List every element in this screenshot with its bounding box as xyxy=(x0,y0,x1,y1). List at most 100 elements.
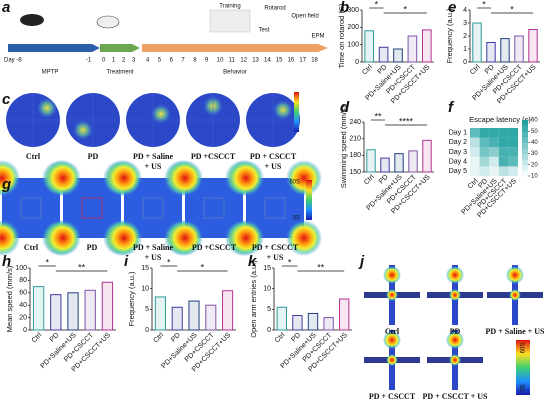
colorbar xyxy=(516,340,530,395)
panel-label: b xyxy=(340,0,349,16)
colorbar xyxy=(294,92,299,132)
center-zone xyxy=(81,197,103,219)
colorbar-step xyxy=(522,120,528,126)
colorbar-label: 0S xyxy=(293,216,300,222)
heatmap-cell xyxy=(479,128,490,138)
image-label: PD +CSCCT xyxy=(192,243,237,252)
test-label: Open field xyxy=(291,14,318,20)
y-tick-label: 240 xyxy=(349,119,361,126)
heatmap-cell xyxy=(498,137,509,148)
colorbar-step xyxy=(522,164,528,171)
hotspot xyxy=(383,331,401,349)
bar xyxy=(276,306,287,331)
row-label: Day 4 xyxy=(449,158,467,165)
day-label: 5 xyxy=(158,58,162,64)
day-label: 1 xyxy=(112,58,116,64)
y-tick-label: 80 xyxy=(19,277,27,284)
chart-title: Escape latency (s) xyxy=(469,115,531,124)
hotspot xyxy=(45,160,81,196)
hotspot xyxy=(151,104,171,124)
bar xyxy=(292,315,303,331)
y-tick-label: 180 xyxy=(349,152,361,159)
panel-label: h xyxy=(2,253,11,270)
panel-label: c xyxy=(2,91,11,108)
day-label: 6 xyxy=(170,58,174,64)
row-label: Day 2 xyxy=(449,139,467,146)
heatmap-cell xyxy=(489,137,499,148)
colorbar xyxy=(306,180,312,220)
y-axis-label: Frequency (a.u.) xyxy=(445,8,454,64)
y-tick-label: 100 xyxy=(347,42,359,49)
heatmap-cell xyxy=(489,128,499,138)
bar xyxy=(378,46,389,63)
colorbar-step xyxy=(522,159,528,166)
colorbar-step xyxy=(522,136,528,143)
day-label: 16 xyxy=(288,58,295,64)
day-label: Day -8 xyxy=(4,58,22,64)
image-label: PD xyxy=(88,152,99,161)
y-tick-label: 100 xyxy=(15,265,27,272)
y-tick-label: 15 xyxy=(141,265,149,272)
hotspot xyxy=(73,120,93,140)
bar xyxy=(472,22,482,63)
y-tick-label: 210 xyxy=(349,136,361,143)
bar xyxy=(407,35,418,63)
bar xyxy=(394,153,404,173)
y-tick-label: 5 xyxy=(267,306,271,313)
arrow xyxy=(100,44,140,52)
hotspot xyxy=(286,220,322,256)
heatmap-cell xyxy=(489,156,499,167)
day-label: -1 xyxy=(86,58,92,64)
x-tick-label: PD xyxy=(484,64,496,76)
image-label: PD + CSCCT xyxy=(369,392,416,401)
heatmap-cell xyxy=(498,156,509,167)
test-label: Rotarod xyxy=(264,6,285,12)
significance-label: * xyxy=(288,257,292,267)
image-label: PD +CSCCT xyxy=(191,152,236,161)
colorbar-tick-label: 20 xyxy=(531,162,538,168)
image-label: + US xyxy=(265,162,282,171)
hotspot xyxy=(228,160,264,196)
image-label: PD + Saline xyxy=(133,243,174,252)
hotspot xyxy=(449,354,461,366)
day-label: 12 xyxy=(240,58,247,64)
day-label: 8 xyxy=(193,58,197,64)
day-label: 15 xyxy=(276,58,283,64)
x-tick-label: PD xyxy=(290,332,302,344)
colorbar-label: 60S xyxy=(289,180,300,186)
image-label: + US xyxy=(267,253,284,262)
y-tick-label: 0 xyxy=(267,327,271,334)
image-label: Ctrl xyxy=(26,152,41,161)
image-label: + US xyxy=(145,253,162,262)
training-box xyxy=(209,9,251,33)
significance-label: * xyxy=(482,0,486,9)
image-label: PD + Saline + US xyxy=(486,327,545,336)
day-label: 13 xyxy=(252,58,259,64)
bar xyxy=(366,149,376,173)
day-label: 3 xyxy=(132,58,136,64)
colorbar-step xyxy=(522,125,528,132)
phase-label: MPTP xyxy=(42,70,59,76)
y-axis-label: Time on rotarod (S) xyxy=(337,3,346,68)
heatmap-cell xyxy=(470,137,480,148)
hotspot xyxy=(106,220,142,256)
test-label: Test xyxy=(258,28,269,34)
y-tick-label: 300 xyxy=(347,7,359,14)
colorbar-step xyxy=(522,170,528,177)
significance-label: ** xyxy=(317,262,325,272)
bar xyxy=(408,150,418,173)
heatmap-cell xyxy=(479,137,490,148)
x-tick-label: PD xyxy=(49,332,61,344)
x-tick-label: PD xyxy=(477,178,489,190)
heatmap-cell xyxy=(498,166,509,176)
row-label: Day 3 xyxy=(449,149,467,156)
test-label: Training xyxy=(219,4,240,10)
y-tick-label: 60 xyxy=(19,290,27,297)
day-label: 0 xyxy=(102,58,106,64)
y-tick-label: 40 xyxy=(19,302,27,309)
y-tick-label: 4 xyxy=(463,7,467,14)
colorbar-tick-label: 60 xyxy=(531,118,538,124)
hotspot xyxy=(386,354,398,366)
day-label: 14 xyxy=(264,58,271,64)
panel-label: j xyxy=(358,253,365,270)
